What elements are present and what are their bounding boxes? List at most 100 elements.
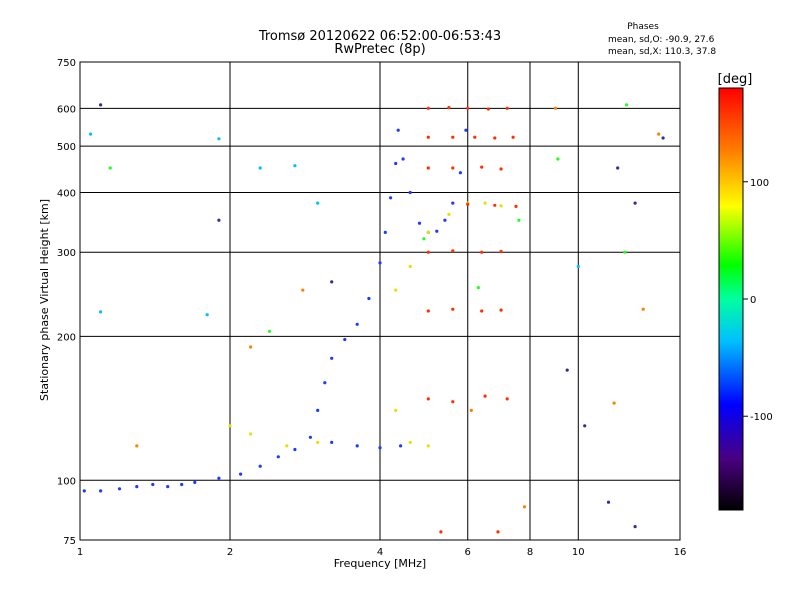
data-point [193, 480, 197, 484]
data-point [576, 264, 580, 269]
data-point [323, 381, 327, 385]
data-point [522, 505, 527, 509]
data-point [625, 103, 629, 107]
data-point [394, 408, 398, 412]
data-point [355, 322, 359, 326]
data-point [99, 310, 103, 314]
grid-lines [80, 62, 680, 540]
data-point [612, 401, 616, 405]
data-point [616, 166, 620, 170]
data-point [394, 288, 398, 292]
data-point [464, 128, 468, 132]
data-point [480, 250, 484, 254]
data-point [308, 435, 312, 439]
data-point [466, 106, 470, 110]
y-axis-label: Stationary phase Virtual Height [km] [38, 199, 51, 401]
data-point [476, 286, 480, 290]
data-point [401, 157, 405, 161]
data-point [396, 128, 400, 132]
colorbar-ticks: 100 0 -100 [743, 178, 773, 423]
data-point [239, 472, 243, 476]
chart-title: Tromsø 20120622 06:52:00-06:53:43 [258, 29, 501, 44]
data-point [316, 440, 320, 444]
colorbar-label: [deg] [718, 72, 753, 87]
data-point [285, 444, 289, 448]
data-point [378, 446, 382, 450]
data-point [458, 171, 462, 175]
data-point [499, 167, 503, 171]
data-point [258, 166, 262, 170]
y-tick-label: 300 [57, 248, 76, 259]
data-point [439, 530, 443, 534]
data-point [496, 530, 500, 534]
data-point [293, 447, 297, 452]
data-point [486, 107, 490, 111]
plot-area: 1 2 4 6 8 10 16 750 600 500 400 300 200 100 75 [57, 58, 686, 558]
data-point [606, 500, 611, 504]
y-tick-label: 750 [57, 58, 76, 69]
y-tick-label: 75 [63, 536, 76, 547]
x-axis-ticks: 1 2 4 6 8 10 16 [77, 547, 687, 558]
x-tick-label: 2 [227, 547, 233, 558]
data-point [217, 476, 221, 480]
x-tick-label: 8 [527, 547, 533, 558]
y-tick-label: 200 [57, 332, 76, 343]
data-point [217, 137, 221, 141]
data-point [633, 201, 637, 205]
data-point [276, 455, 280, 459]
data-point [426, 444, 430, 448]
x-axis-label: Frequency [MHz] [334, 557, 426, 570]
chart-subtitle: RwPretec (8p) [334, 42, 425, 57]
data-point [565, 368, 569, 372]
data-point [355, 444, 359, 448]
data-point [493, 136, 497, 140]
data-point [408, 190, 412, 195]
x-tick-label: 6 [465, 547, 471, 558]
data-points [82, 103, 665, 534]
data-point [657, 132, 661, 136]
data-point [451, 201, 455, 205]
data-point [367, 296, 371, 301]
y-tick-label: 400 [57, 188, 76, 199]
data-point [249, 432, 253, 436]
data-point [89, 132, 93, 136]
data-point [258, 464, 262, 468]
data-point [426, 250, 430, 254]
data-point [399, 444, 403, 448]
data-point [451, 166, 455, 170]
x-tick-label: 1 [77, 547, 83, 558]
data-point [499, 204, 503, 208]
data-point [451, 307, 455, 311]
data-point [583, 424, 587, 428]
data-point [633, 525, 637, 529]
data-point [511, 135, 515, 139]
data-point [417, 221, 422, 225]
data-point [623, 250, 627, 254]
data-point [422, 237, 426, 241]
data-point [99, 489, 103, 493]
data-point [389, 196, 393, 200]
data-point [499, 249, 503, 254]
phase-header: Phases [627, 22, 659, 32]
phase-x-line: mean, sd,X: 110.3, 37.8 [608, 47, 716, 57]
data-point [426, 230, 430, 234]
data-point [135, 444, 139, 448]
data-point [205, 313, 209, 317]
data-point [426, 309, 430, 313]
data-point [480, 165, 484, 169]
y-tick-label: 600 [57, 104, 76, 115]
data-point [553, 106, 558, 110]
data-point [408, 440, 412, 444]
data-point [480, 309, 484, 313]
data-point [661, 136, 665, 140]
data-point [451, 135, 455, 139]
data-point [108, 166, 112, 170]
data-point [483, 201, 487, 205]
x-tick-label: 10 [572, 547, 585, 558]
data-point [151, 482, 155, 487]
data-point [514, 204, 518, 208]
data-point [330, 440, 334, 444]
data-point [641, 307, 645, 311]
data-point [443, 218, 447, 222]
